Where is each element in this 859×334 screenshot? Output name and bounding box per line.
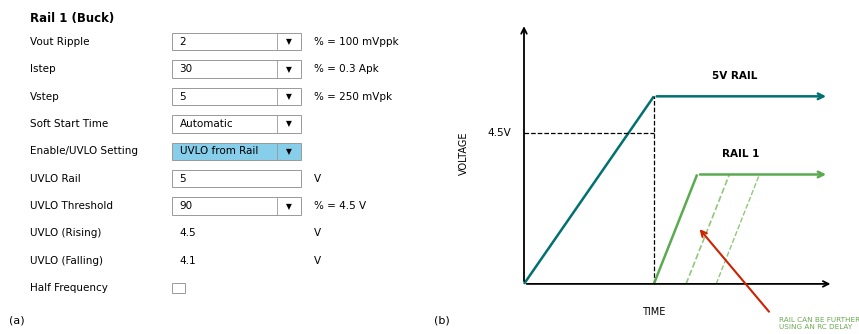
Text: V: V xyxy=(314,256,320,266)
Text: RAIL 1: RAIL 1 xyxy=(722,149,759,159)
Text: 5: 5 xyxy=(180,92,186,102)
Text: % = 250 mVpk: % = 250 mVpk xyxy=(314,92,392,102)
Text: VOLTAGE: VOLTAGE xyxy=(459,132,469,175)
Bar xyxy=(172,197,301,215)
Bar xyxy=(172,88,301,105)
Text: Vstep: Vstep xyxy=(30,92,60,102)
Text: UVLO Threshold: UVLO Threshold xyxy=(30,201,113,211)
Text: UVLO from Rail: UVLO from Rail xyxy=(180,146,258,156)
Bar xyxy=(172,283,185,293)
Text: UVLO (Falling): UVLO (Falling) xyxy=(30,256,103,266)
Text: ▼: ▼ xyxy=(286,65,291,73)
Text: 5V RAIL: 5V RAIL xyxy=(711,71,757,81)
Text: 4.5: 4.5 xyxy=(180,228,196,238)
Text: UVLO Rail: UVLO Rail xyxy=(30,174,81,184)
Text: ▼: ▼ xyxy=(286,202,291,210)
Text: (a): (a) xyxy=(9,316,24,326)
Text: UVLO (Rising): UVLO (Rising) xyxy=(30,228,101,238)
Text: ▼: ▼ xyxy=(286,37,291,46)
Text: Istep: Istep xyxy=(30,64,56,74)
Text: Half Frequency: Half Frequency xyxy=(30,283,108,293)
Text: 2: 2 xyxy=(180,37,186,47)
Bar xyxy=(172,115,301,133)
Bar xyxy=(172,170,301,187)
Text: Rail 1 (Buck): Rail 1 (Buck) xyxy=(30,12,114,25)
Text: % = 4.5 V: % = 4.5 V xyxy=(314,201,366,211)
Bar xyxy=(172,60,301,78)
Text: % = 0.3 Apk: % = 0.3 Apk xyxy=(314,64,378,74)
Text: Enable/UVLO Setting: Enable/UVLO Setting xyxy=(30,146,138,156)
Text: V: V xyxy=(314,174,320,184)
Bar xyxy=(172,143,301,160)
Text: 4.1: 4.1 xyxy=(180,256,196,266)
Text: TIME: TIME xyxy=(643,307,666,317)
Text: ▼: ▼ xyxy=(286,120,291,128)
Text: % = 100 mVppk: % = 100 mVppk xyxy=(314,37,399,47)
Text: 90: 90 xyxy=(180,201,192,211)
Text: Vout Ripple: Vout Ripple xyxy=(30,37,89,47)
Text: ▼: ▼ xyxy=(286,147,291,156)
Text: RAIL CAN BE FURTHER DELAYED
USING AN RC DELAY: RAIL CAN BE FURTHER DELAYED USING AN RC … xyxy=(779,317,859,330)
Bar xyxy=(172,33,301,50)
Text: Soft Start Time: Soft Start Time xyxy=(30,119,108,129)
Text: 30: 30 xyxy=(180,64,192,74)
Text: 4.5V: 4.5V xyxy=(487,128,511,138)
Text: Automatic: Automatic xyxy=(180,119,233,129)
Text: (b): (b) xyxy=(434,316,449,326)
Text: V: V xyxy=(314,228,320,238)
Text: 5: 5 xyxy=(180,174,186,184)
Text: ▼: ▼ xyxy=(286,92,291,101)
